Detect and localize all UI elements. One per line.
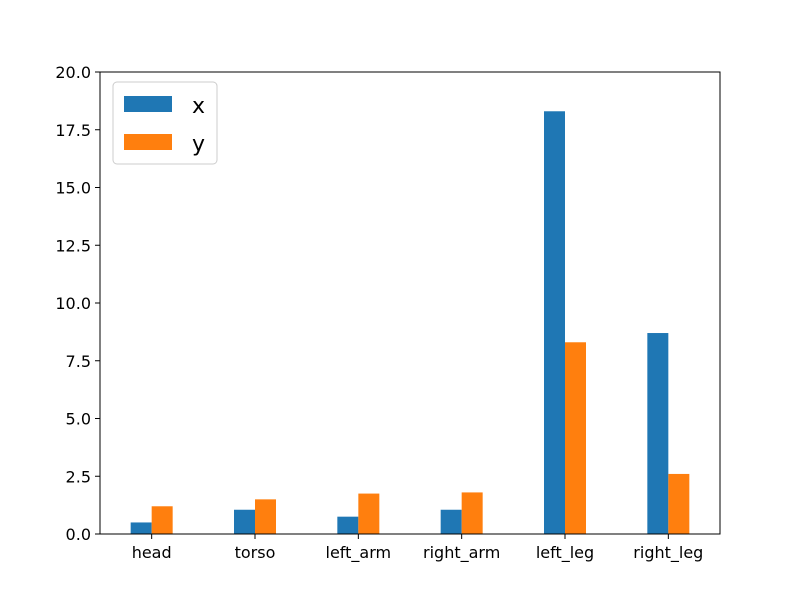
- bar-y-torso: [255, 499, 276, 534]
- legend-label-x: x: [192, 94, 205, 119]
- y-tick-label: 17.5: [55, 121, 91, 140]
- y-tick-label: 15.0: [55, 179, 91, 198]
- bar-y-head: [151, 506, 173, 534]
- bar-x-torso: [234, 509, 255, 534]
- bar-y-left_leg: [565, 342, 586, 534]
- bar-y-right_leg: [668, 473, 690, 534]
- bar-y-right_arm: [461, 492, 483, 534]
- x-tick-label: left_leg: [536, 543, 594, 563]
- x-tick-label: torso: [235, 543, 276, 562]
- legend: x y: [112, 81, 218, 165]
- y-tick-label: 5.0: [66, 410, 91, 429]
- y-tick-label: 12.5: [55, 236, 91, 255]
- bar-y-left_arm: [358, 493, 380, 534]
- legend-swatch-y: [124, 134, 172, 150]
- x-tick-label: right_leg: [633, 543, 703, 563]
- bar-x-head: [130, 522, 152, 534]
- y-tick-label: 20.0: [55, 63, 91, 82]
- legend-label-y: y: [192, 132, 205, 157]
- plot-frame: [99, 71, 721, 535]
- y-tick-label: 0.0: [66, 525, 91, 544]
- bar-x-left_leg: [544, 111, 565, 535]
- bar-x-left_arm: [337, 516, 359, 534]
- bar-x-right_leg: [647, 333, 669, 534]
- bars-group: [130, 111, 690, 535]
- y-tick-label: 2.5: [66, 467, 91, 486]
- x-tick-label: head: [132, 543, 172, 562]
- bar-x-right_arm: [440, 509, 462, 534]
- y-axis: 0.0 2.5 5.0 7.5 10.0 12.5 15.0 17.5 20.0: [55, 63, 100, 544]
- y-tick-label: 10.0: [55, 294, 91, 313]
- legend-swatch-x: [124, 96, 172, 112]
- x-tick-label: left_arm: [326, 543, 392, 563]
- x-axis: head torso left_arm right_arm left_leg right_…: [132, 534, 703, 563]
- x-tick-label: right_arm: [423, 543, 500, 563]
- y-tick-label: 7.5: [66, 352, 91, 371]
